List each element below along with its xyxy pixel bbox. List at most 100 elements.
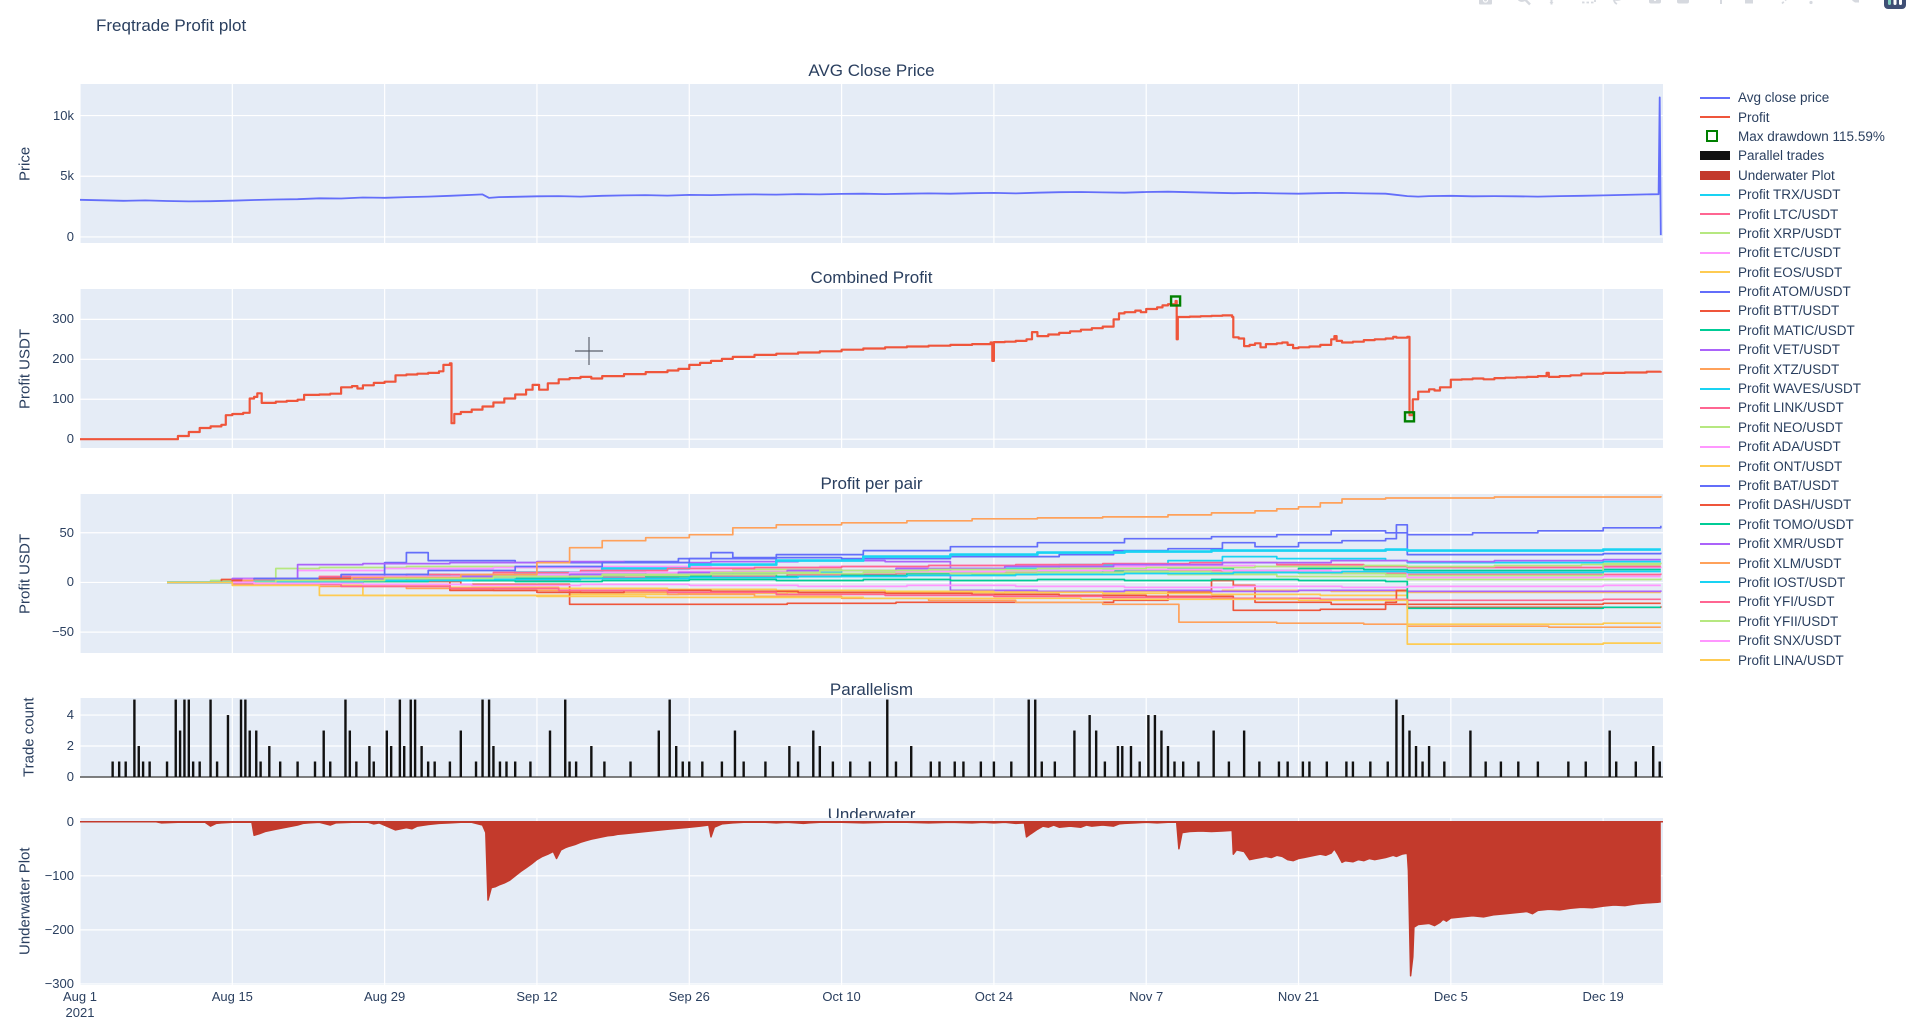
parallel-trades-bar — [1469, 730, 1472, 777]
legend-item-profit-xmr-usdt[interactable]: Profit XMR/USDT — [1700, 534, 1908, 553]
parallel-trades-bar — [1369, 761, 1372, 777]
zoom-out-icon[interactable] — [1675, 0, 1692, 7]
legend-item-profit-ada-usdt[interactable]: Profit ADA/USDT — [1700, 437, 1908, 456]
plot-area-1[interactable] — [80, 289, 1663, 448]
legend-item-profit-lina-usdt[interactable]: Profit LINA/USDT — [1700, 650, 1908, 669]
legend-label: Profit ONT/USDT — [1738, 458, 1843, 474]
subplot-title-parallelism: Parallelism — [829, 680, 914, 699]
parallel-trades-bar — [1345, 761, 1348, 777]
legend-label: Profit ADA/USDT — [1738, 439, 1841, 455]
legend-label: Parallel trades — [1738, 148, 1825, 164]
parallel-trades-bar — [1088, 715, 1091, 777]
parallel-trades-bar — [492, 746, 495, 777]
legend-item-profit-xrp-usdt[interactable]: Profit XRP/USDT — [1700, 224, 1908, 243]
legend-item-profit-bat-usdt[interactable]: Profit BAT/USDT — [1700, 476, 1908, 495]
y-tick-label: 4 — [66, 707, 74, 723]
legend-item-profit-waves-usdt[interactable]: Profit WAVES/USDT — [1700, 379, 1908, 398]
legend-item-profit-snx-usdt[interactable]: Profit SNX/USDT — [1700, 631, 1908, 650]
parallel-trades-bar — [1040, 761, 1043, 777]
legend-item-profit-matic-usdt[interactable]: Profit MATIC/USDT — [1700, 321, 1908, 340]
plotly-logo-icon[interactable] — [1884, 0, 1906, 9]
parallel-trades-bar — [368, 746, 371, 777]
legend-item-profit[interactable]: Profit — [1700, 107, 1908, 126]
lasso-select-icon[interactable] — [1609, 0, 1626, 7]
legend-item-underwater-plot[interactable]: Underwater Plot — [1700, 166, 1908, 185]
parallel-trades-bar — [433, 761, 436, 777]
parallel-trades-bar — [1160, 730, 1163, 777]
legend-item-profit-btt-usdt[interactable]: Profit BTT/USDT — [1700, 301, 1908, 320]
x-tick-label: Sep 12 — [516, 989, 558, 1004]
parallel-trades-bar — [603, 761, 606, 777]
legend-item-profit-ont-usdt[interactable]: Profit ONT/USDT — [1700, 456, 1908, 475]
legend-item-profit-tomo-usdt[interactable]: Profit TOMO/USDT — [1700, 515, 1908, 534]
legend-label: Profit TRX/USDT — [1738, 187, 1841, 203]
parallel-trades-bar — [1129, 746, 1133, 777]
parallel-trades-bar — [701, 761, 704, 777]
legend-item-parallel-trades[interactable]: Parallel trades — [1700, 146, 1908, 165]
legend-label: Profit XLM/USDT — [1738, 555, 1842, 571]
legend-swatch-icon — [1700, 620, 1730, 623]
plot-area-0[interactable] — [80, 84, 1663, 243]
x-tick-label: Sep 26 — [668, 989, 710, 1004]
parallel-trades-bar — [505, 761, 508, 777]
legend-item-profit-link-usdt[interactable]: Profit LINK/USDT — [1700, 398, 1908, 417]
legend-item-profit-yfi-usdt[interactable]: Profit YFI/USDT — [1700, 592, 1908, 611]
legend-item-profit-xtz-usdt[interactable]: Profit XTZ/USDT — [1700, 359, 1908, 378]
parallel-trades-bar — [1073, 730, 1076, 777]
legend-label: Profit DASH/USDT — [1738, 497, 1852, 513]
zoom-in-icon[interactable] — [1647, 0, 1664, 7]
parallel-trades-bar — [668, 699, 671, 777]
zoom-icon[interactable] — [1515, 0, 1532, 7]
x-tick-label: Aug 29 — [364, 989, 406, 1004]
legend-item-profit-etc-usdt[interactable]: Profit ETC/USDT — [1700, 243, 1908, 262]
x-tick-label: Nov 7 — [1129, 989, 1164, 1004]
box-select-icon[interactable] — [1581, 0, 1598, 7]
parallel-trades-bar — [910, 746, 913, 777]
reset-axes-icon[interactable] — [1741, 0, 1758, 7]
parallel-trades-bar — [481, 699, 484, 777]
parallel-trades-bar — [389, 746, 393, 777]
parallel-trades-bar — [409, 699, 412, 777]
parallel-trades-bar — [1567, 761, 1570, 777]
legend-item-avg-close-price[interactable]: Avg close price — [1700, 88, 1908, 107]
hover-compare-icon[interactable] — [1845, 0, 1862, 7]
legend-item-profit-yfii-usdt[interactable]: Profit YFII/USDT — [1700, 612, 1908, 631]
parallel-trades-bar — [226, 715, 230, 777]
legend-item-profit-ltc-usdt[interactable]: Profit LTC/USDT — [1700, 204, 1908, 223]
parallel-trades-bar — [1010, 761, 1013, 777]
legend-swatch-icon — [1700, 465, 1730, 468]
page-title: Freqtrade Profit plot — [96, 16, 247, 35]
plot-area-3[interactable] — [80, 698, 1663, 777]
parallel-trades-bar — [239, 699, 243, 777]
parallel-trades-bar — [372, 761, 375, 777]
pan-icon[interactable] — [1543, 0, 1560, 7]
parallel-trades-bar — [296, 761, 299, 777]
legend-item-profit-vet-usdt[interactable]: Profit VET/USDT — [1700, 340, 1908, 359]
parallel-trades-bar — [513, 761, 517, 777]
max-drawdown-marker — [1403, 411, 1416, 423]
y-tick-label: −200 — [44, 921, 74, 937]
plot-area-2[interactable] — [80, 494, 1663, 653]
y-tick-label: −300 — [44, 975, 74, 991]
legend-item-profit-dash-usdt[interactable]: Profit DASH/USDT — [1700, 495, 1908, 514]
legend-swatch-icon — [1700, 193, 1730, 196]
toggle-spikelines-icon[interactable] — [1779, 0, 1796, 7]
legend-item-profit-trx-usdt[interactable]: Profit TRX/USDT — [1700, 185, 1908, 204]
parallel-trades-bar — [1658, 761, 1661, 777]
parallel-trades-bar — [1301, 761, 1305, 777]
legend-item-profit-neo-usdt[interactable]: Profit NEO/USDT — [1700, 418, 1908, 437]
legend-item-profit-atom-usdt[interactable]: Profit ATOM/USDT — [1700, 282, 1908, 301]
legend-item-profit-eos-usdt[interactable]: Profit EOS/USDT — [1700, 263, 1908, 282]
y-tick-label: 50 — [59, 524, 74, 540]
parallel-trades-bar — [1443, 761, 1446, 777]
legend-swatch-icon — [1700, 562, 1730, 565]
download-plot-icon[interactable] — [1477, 0, 1494, 7]
parallel-trades-bar — [688, 761, 691, 777]
legend-item-profit-iost-usdt[interactable]: Profit IOST/USDT — [1700, 573, 1908, 592]
legend-item-profit-xlm-usdt[interactable]: Profit XLM/USDT — [1700, 553, 1908, 572]
hover-closest-icon[interactable] — [1807, 0, 1824, 7]
legend-label: Profit WAVES/USDT — [1738, 381, 1862, 397]
legend-item-max-drawdown-115-59-[interactable]: Max drawdown 115.59% — [1700, 127, 1908, 146]
parallel-trades-bar — [1308, 761, 1311, 777]
